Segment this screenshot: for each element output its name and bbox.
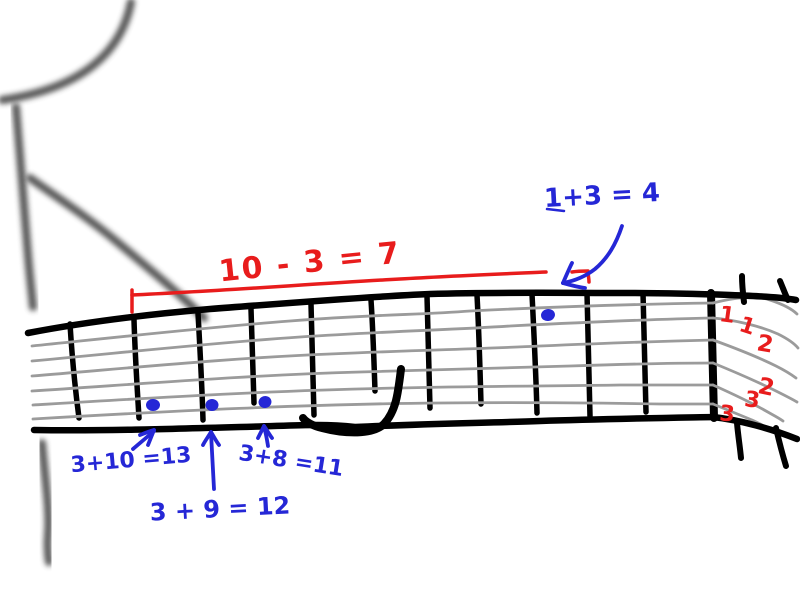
string-ext-2: [711, 316, 800, 350]
note12-arrow-shaft: [209, 431, 216, 491]
body-outline-vertical-lower: [38, 439, 53, 566]
note-dot-fret11: [258, 395, 272, 409]
measure-corner-right: [570, 269, 591, 284]
neck-outline: [24, 289, 800, 443]
note-dot-fret13: [146, 399, 160, 411]
string-line-6: [31, 401, 715, 421]
note-dot-fret12: [205, 399, 219, 411]
fret-line: [368, 297, 378, 394]
measure-bracket: [130, 269, 591, 314]
string-line-2: [30, 316, 715, 363]
top-note-arrowhead: [561, 281, 587, 290]
headstock-ticks: [734, 273, 791, 469]
string-ext-4: [711, 361, 799, 404]
string-ext-3: [711, 338, 798, 380]
string-line-3: [30, 338, 715, 378]
note13-arrowhead: [146, 428, 156, 447]
annotation-top-note: 1+3 = 4: [543, 177, 661, 215]
neck-top-edge: [24, 289, 800, 337]
string-ext-5: [711, 383, 785, 423]
fret-line: [529, 291, 540, 416]
fret-line: [640, 290, 649, 415]
fret-line: [584, 290, 593, 419]
neck-end-line: [707, 289, 718, 422]
top-note-arrow-shaft: [561, 224, 624, 285]
guitar-strings: [30, 296, 800, 430]
string-label: 1: [717, 302, 737, 329]
note-dot-fret4: [541, 308, 555, 322]
body-outline-sketch: [0, 0, 208, 566]
tally-tick-bottom-2: [773, 425, 789, 469]
note11-arrowhead: [262, 424, 274, 440]
top-note-underline: [545, 207, 566, 213]
body-outline-vertical-upper: [12, 103, 37, 311]
fret-line: [424, 293, 433, 411]
string-label: 3: [742, 387, 762, 414]
fret-line: [131, 317, 142, 421]
string-line-5: [31, 383, 715, 407]
tally-tick-top-2: [777, 278, 791, 303]
pen-swoosh: [299, 365, 405, 437]
fret-line: [308, 301, 317, 418]
annotation-note-12: 3 + 9 = 12: [149, 491, 291, 527]
measure-line: [130, 270, 548, 297]
body-outline-branch: [26, 174, 208, 322]
tally-tick-bottom-1: [734, 420, 744, 461]
body-outline-arc: [0, 0, 135, 104]
string-line-1: [30, 301, 715, 348]
string-label: 3: [718, 401, 736, 428]
note12-arrowhead: [209, 430, 221, 447]
tally-tick-top-1: [739, 273, 747, 305]
blue-markers: [131, 207, 624, 491]
string-line-4: [30, 361, 715, 393]
neck-bottom-edge: [30, 413, 800, 443]
